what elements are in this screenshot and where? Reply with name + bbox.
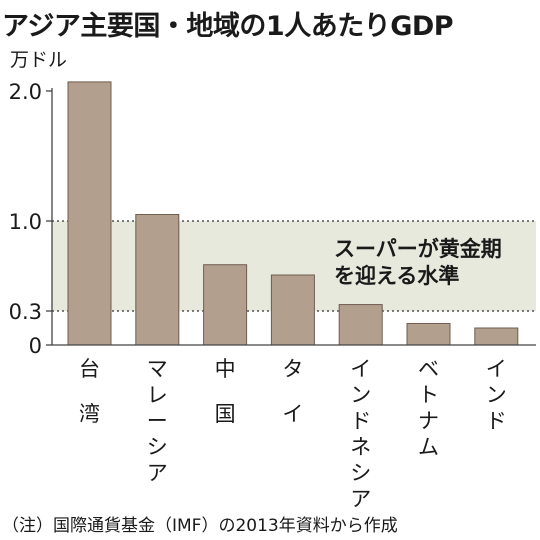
source-note: （注）国際通貨基金（IMF）の2013年資料から作成 <box>2 516 398 536</box>
bars-layer <box>67 81 519 346</box>
category-label-1-char-2: ー <box>147 409 168 433</box>
y-tick-label-2: 1.0 <box>9 210 42 234</box>
bar-2 <box>203 264 248 346</box>
band-annotation-line-1: を迎える水準 <box>334 264 459 288</box>
category-label-0-char-0: 台 <box>79 357 100 381</box>
category-label-3-char-0: タ <box>282 357 303 381</box>
category-label-1-char-1: レ <box>147 383 168 407</box>
category-label-5-char-3: ム <box>418 435 439 459</box>
category-label-2-char-1: 国 <box>215 402 236 426</box>
category-label-4-char-5: ア <box>350 487 371 511</box>
category-label-4-char-3: ネ <box>350 435 371 459</box>
bar-0 <box>67 81 112 346</box>
chart-title: アジア主要国・地域の1人あたりGDP <box>2 11 454 42</box>
bar-3 <box>270 274 315 346</box>
category-label-4-char-2: ド <box>350 409 371 433</box>
bar-6 <box>474 327 519 346</box>
category-label-1-char-4: ア <box>147 461 168 485</box>
y-ticks-layer: 0 0.3 1.0 2.0 <box>9 80 52 358</box>
y-tick-label-1: 0.3 <box>9 300 42 324</box>
bar-1 <box>135 214 180 346</box>
category-label-6-char-1: ン <box>486 383 507 407</box>
category-label-5-char-0: ベ <box>418 357 439 381</box>
category-label-3-char-1: イ <box>282 402 303 426</box>
category-label-0-char-1: 湾 <box>79 402 100 426</box>
category-label-5-char-2: ナ <box>418 409 439 433</box>
category-label-4-char-4: シ <box>350 461 371 485</box>
y-axis-unit: 万ドル <box>10 49 67 71</box>
axis-layer: 万ドル <box>10 49 536 346</box>
bar-5 <box>406 322 451 346</box>
y-tick-label-3: 2.0 <box>9 80 42 104</box>
category-label-6-char-0: イ <box>486 357 507 381</box>
category-label-1-char-3: シ <box>147 435 168 459</box>
category-label-6-char-2: ド <box>486 409 507 433</box>
band-annotation-line-0: スーパーが黄金期 <box>334 237 502 261</box>
category-label-4-char-1: ン <box>350 383 371 407</box>
y-tick-label-0: 0 <box>29 334 42 358</box>
category-label-2-char-0: 中 <box>215 357 236 381</box>
category-label-5-char-1: ト <box>418 383 439 407</box>
category-label-4-char-0: イ <box>350 357 371 381</box>
category-label-1-char-0: マ <box>147 357 168 381</box>
bar-4 <box>338 304 383 346</box>
